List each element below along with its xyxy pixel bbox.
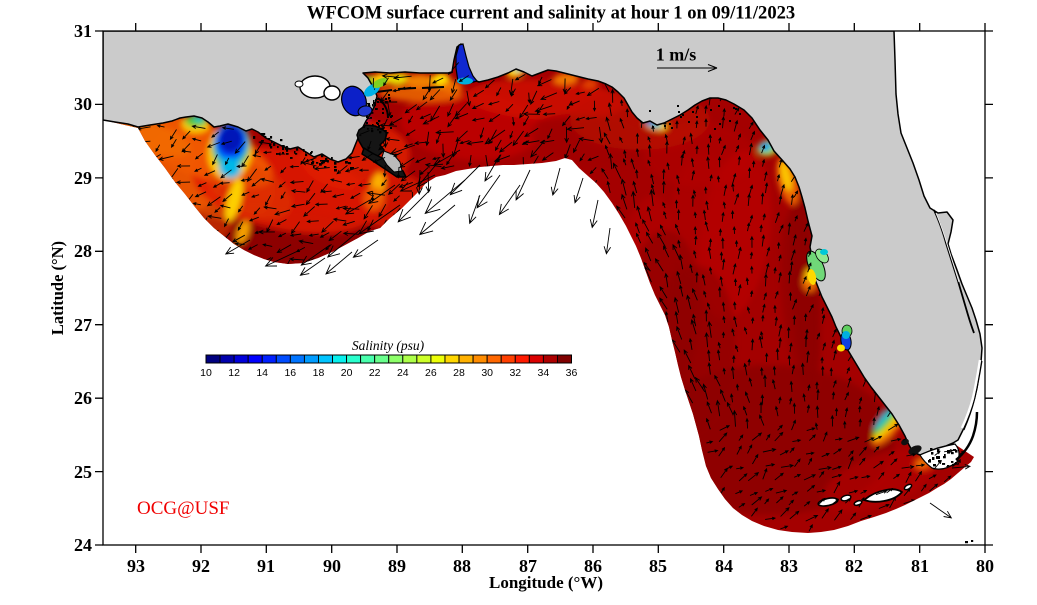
svg-text:1 m/s: 1 m/s — [656, 44, 697, 64]
svg-text:28: 28 — [74, 241, 92, 261]
svg-text:28: 28 — [453, 367, 465, 379]
svg-text:25: 25 — [74, 462, 92, 482]
svg-text:31: 31 — [74, 21, 92, 41]
svg-text:26: 26 — [425, 367, 437, 379]
svg-text:Latitude (°N): Latitude (°N) — [48, 241, 67, 335]
svg-text:30: 30 — [481, 367, 493, 379]
svg-text:20: 20 — [341, 367, 353, 379]
svg-text:30: 30 — [74, 94, 92, 114]
svg-text:92: 92 — [192, 556, 210, 576]
svg-text:27: 27 — [74, 315, 92, 335]
svg-text:83: 83 — [780, 556, 798, 576]
svg-text:29: 29 — [74, 168, 92, 188]
svg-text:Longitude (°W): Longitude (°W) — [489, 573, 603, 592]
svg-text:34: 34 — [538, 367, 550, 379]
svg-text:82: 82 — [845, 556, 863, 576]
svg-text:24: 24 — [74, 535, 92, 555]
svg-text:80: 80 — [976, 556, 994, 576]
svg-text:36: 36 — [566, 367, 578, 379]
svg-text:26: 26 — [74, 388, 92, 408]
svg-text:89: 89 — [388, 556, 406, 576]
svg-text:18: 18 — [313, 367, 325, 379]
svg-text:Salinity (psu): Salinity (psu) — [352, 338, 425, 353]
svg-text:84: 84 — [715, 556, 733, 576]
svg-text:OCG@USF: OCG@USF — [137, 498, 229, 519]
svg-text:85: 85 — [649, 556, 667, 576]
svg-text:24: 24 — [397, 367, 409, 379]
svg-text:WFCOM surface current and sali: WFCOM surface current and salinity at ho… — [307, 3, 795, 24]
svg-text:16: 16 — [284, 367, 296, 379]
svg-text:90: 90 — [323, 556, 341, 576]
svg-text:32: 32 — [509, 367, 521, 379]
svg-text:86: 86 — [584, 556, 602, 576]
svg-text:12: 12 — [228, 367, 240, 379]
svg-text:81: 81 — [911, 556, 929, 576]
svg-text:10: 10 — [200, 367, 212, 379]
svg-text:91: 91 — [257, 556, 275, 576]
svg-text:22: 22 — [369, 367, 381, 379]
svg-text:87: 87 — [519, 556, 537, 576]
svg-text:14: 14 — [256, 367, 268, 379]
svg-text:88: 88 — [453, 556, 471, 576]
svg-text:93: 93 — [127, 556, 145, 576]
